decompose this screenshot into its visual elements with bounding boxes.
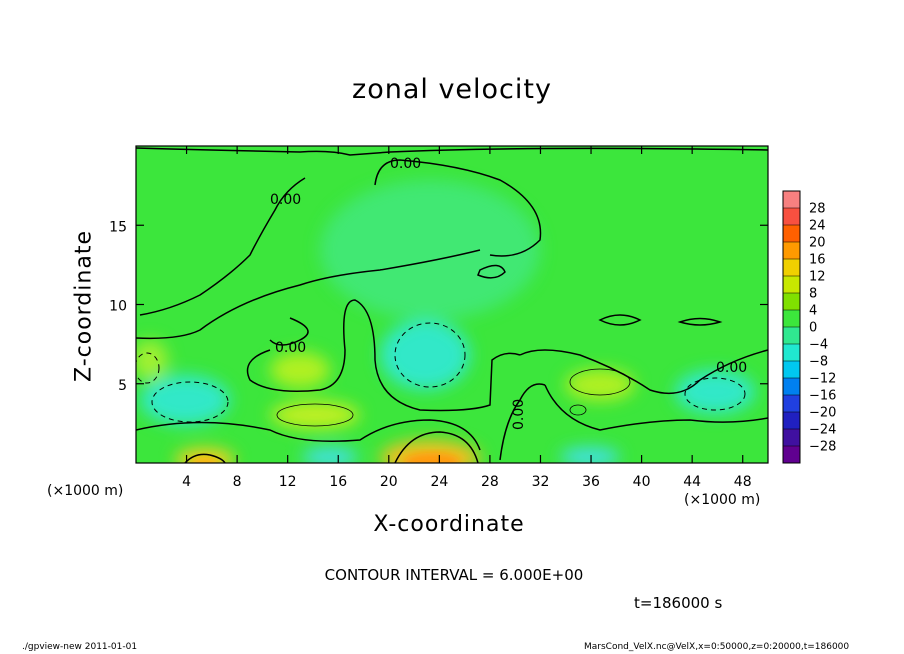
footer-left: ./gpview-new 2011-01-01 (22, 642, 138, 652)
colorbar-swatch (783, 208, 800, 226)
colorbar-swatch (783, 446, 800, 464)
negative-contours (136, 322, 746, 423)
x-tick-label: 8 (233, 474, 242, 490)
colorbar-swatch (783, 242, 800, 260)
y-tick-label: 15 (109, 219, 127, 235)
x-tick-label: 12 (279, 474, 297, 490)
colorbar-label: −12 (809, 372, 836, 387)
zero-contours (136, 147, 768, 463)
colorbar-swatch (783, 225, 800, 243)
colorbar-label: 16 (809, 253, 826, 268)
x-tick-label: 20 (380, 474, 398, 490)
footer-right: MarsCond_VelX.nc@VelX,x=0:50000,z=0:2000… (584, 642, 850, 652)
colorbar-swatch (783, 395, 800, 413)
x-axis: 4 8 12 16 20 24 28 32 36 40 44 48 (182, 146, 752, 490)
colorbar: 28 24 20 16 12 8 4 0 −4 −8 −12 −16 −20 −24 −28 (782, 190, 836, 464)
positive-contours (276, 368, 631, 427)
x-tick-label: 4 (182, 474, 191, 490)
contour-label: 0.00 (511, 399, 527, 430)
time-text: t=186000 s (634, 594, 723, 612)
contour-labels: 0.00 0.00 0.00 0.00 0.00 (270, 156, 747, 430)
velocity-field (136, 146, 768, 463)
contour-label: 0.00 (716, 360, 747, 376)
contour-label: 0.00 (270, 192, 301, 208)
x-tick-label: 24 (430, 474, 448, 490)
y-axis: 5 10 15 (109, 219, 768, 394)
x-tick-label: 32 (532, 474, 550, 490)
colorbar-label: −4 (809, 338, 828, 353)
colorbar-swatch (783, 344, 800, 362)
colorbar-swatch (783, 191, 800, 209)
colorbar-swatch (783, 378, 800, 396)
colorbar-label: −8 (809, 355, 828, 370)
colorbar-label: 24 (809, 219, 826, 234)
colorbar-label: 28 (809, 202, 826, 217)
y-axis-label: Z-coordinate (71, 230, 97, 382)
colorbar-swatch (783, 327, 800, 345)
colorbar-swatch (783, 361, 800, 379)
y-tick-label: 10 (109, 299, 127, 315)
colorbar-label: 12 (809, 270, 826, 285)
colorbar-label: 20 (809, 236, 826, 251)
contour-interval-text: CONTOUR INTERVAL = 6.000E+00 (324, 566, 584, 584)
x-axis-label: X-coordinate (373, 512, 525, 537)
colorbar-swatch (783, 412, 800, 430)
colorbar-label: −20 (809, 406, 836, 421)
colorbar-swatch (783, 429, 800, 447)
contour-label: 0.00 (275, 340, 306, 356)
chart-title: zonal velocity (352, 74, 552, 105)
x-tick-label: 28 (481, 474, 499, 490)
x-tick-label: 48 (734, 474, 752, 490)
colorbar-swatch (783, 259, 800, 277)
colorbar-swatch (783, 276, 800, 294)
x-tick-label: 16 (329, 474, 347, 490)
contour-label: 0.00 (390, 156, 421, 172)
colorbar-swatch (783, 310, 800, 328)
x-tick-label: 44 (683, 474, 701, 490)
x-axis-unit-left: (×1000 m) (47, 483, 124, 499)
colorbar-label: 0 (809, 321, 817, 336)
x-tick-label: 36 (582, 474, 600, 490)
x-axis-unit-right: (×1000 m) (684, 492, 761, 508)
x-tick-label: 40 (633, 474, 651, 490)
colorbar-label: −16 (809, 389, 836, 404)
y-tick-label: 5 (118, 378, 127, 394)
colorbar-swatch (783, 293, 800, 311)
colorbar-label: −28 (809, 440, 836, 455)
colorbar-label: 4 (809, 304, 817, 319)
colorbar-label: 8 (809, 287, 817, 302)
colorbar-label: −24 (809, 423, 836, 438)
